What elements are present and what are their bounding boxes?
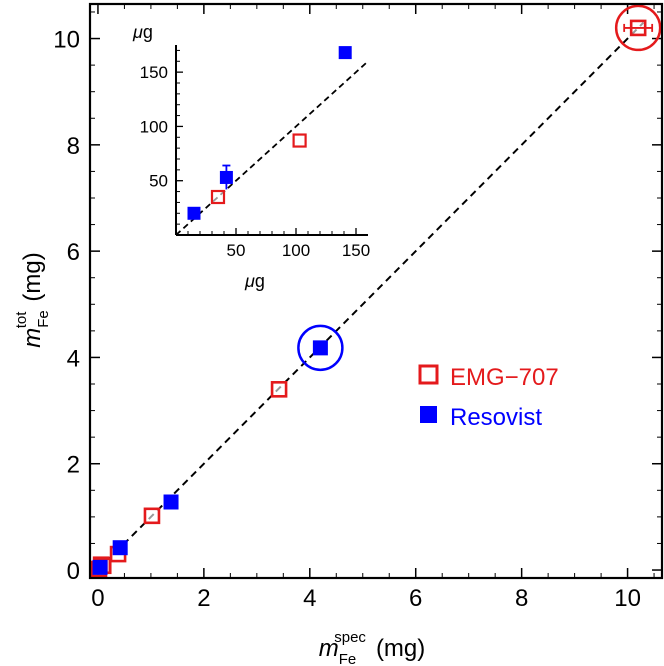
x-tick-label: 8 — [515, 585, 528, 612]
y-tick-label: 2 — [67, 452, 80, 479]
legend-marker-emg — [418, 364, 439, 385]
y-tick-label: 4 — [67, 345, 80, 372]
inset-emg-707-point — [292, 133, 307, 148]
inset-resovist-point — [219, 170, 233, 184]
inset-background — [173, 45, 368, 235]
inset-x-tick-label: 50 — [227, 241, 246, 260]
highlight-circle — [297, 324, 344, 372]
emg-707-point — [143, 507, 161, 525]
x-axis-title: mFespec (mg) — [319, 629, 426, 666]
x-tick-label: 2 — [197, 585, 210, 612]
inset-emg-707-point — [210, 189, 226, 205]
emg-707-point — [270, 381, 288, 398]
y-tick-label: 8 — [67, 133, 80, 160]
main-plot-frame — [88, 2, 664, 580]
inset-y-axis-title: μg — [132, 22, 153, 42]
highlight-circle — [614, 4, 662, 52]
main-data-points — [90, 4, 662, 578]
y-tick-label: 0 — [67, 558, 80, 585]
inset-resovist-point — [338, 46, 352, 60]
inset-resovist-point — [187, 206, 201, 220]
legend-marker-resovist — [420, 406, 437, 423]
legend: EMG−707 Resovist — [418, 364, 559, 431]
inset-reference-line — [175, 60, 369, 236]
legend-label-emg: EMG−707 — [450, 364, 559, 391]
x-tick-label: 10 — [614, 585, 641, 612]
main-reference-line — [97, 21, 645, 571]
legend-label-resovist: Resovist — [450, 404, 542, 431]
y-tick-label: 10 — [53, 27, 80, 54]
inset-y-tick-label: 100 — [140, 117, 168, 136]
inset-x-tick-label: 150 — [342, 241, 370, 260]
inset-y-tick-label: 150 — [140, 63, 168, 82]
y-tick-label: 6 — [67, 239, 80, 266]
inset-x-axis-title: μg — [244, 271, 265, 291]
inset-x-tick-label: 100 — [282, 241, 310, 260]
inset-axis-ticks: 50 100 150 50 100 150 — [140, 49, 370, 260]
y-axis-title: mFetot(mg) — [13, 252, 52, 348]
inset-data-points — [187, 46, 352, 220]
resovist-point — [312, 340, 328, 356]
resovist-point — [92, 559, 108, 575]
inset-plot: 50 100 150 50 100 150 μg μg — [132, 22, 370, 291]
x-tick-label: 0 — [91, 585, 104, 612]
resovist-point — [112, 540, 128, 556]
resovist-point — [163, 494, 179, 510]
inset-y-tick-label: 50 — [149, 172, 168, 191]
x-tick-label: 6 — [409, 585, 422, 612]
x-tick-label: 4 — [303, 585, 316, 612]
